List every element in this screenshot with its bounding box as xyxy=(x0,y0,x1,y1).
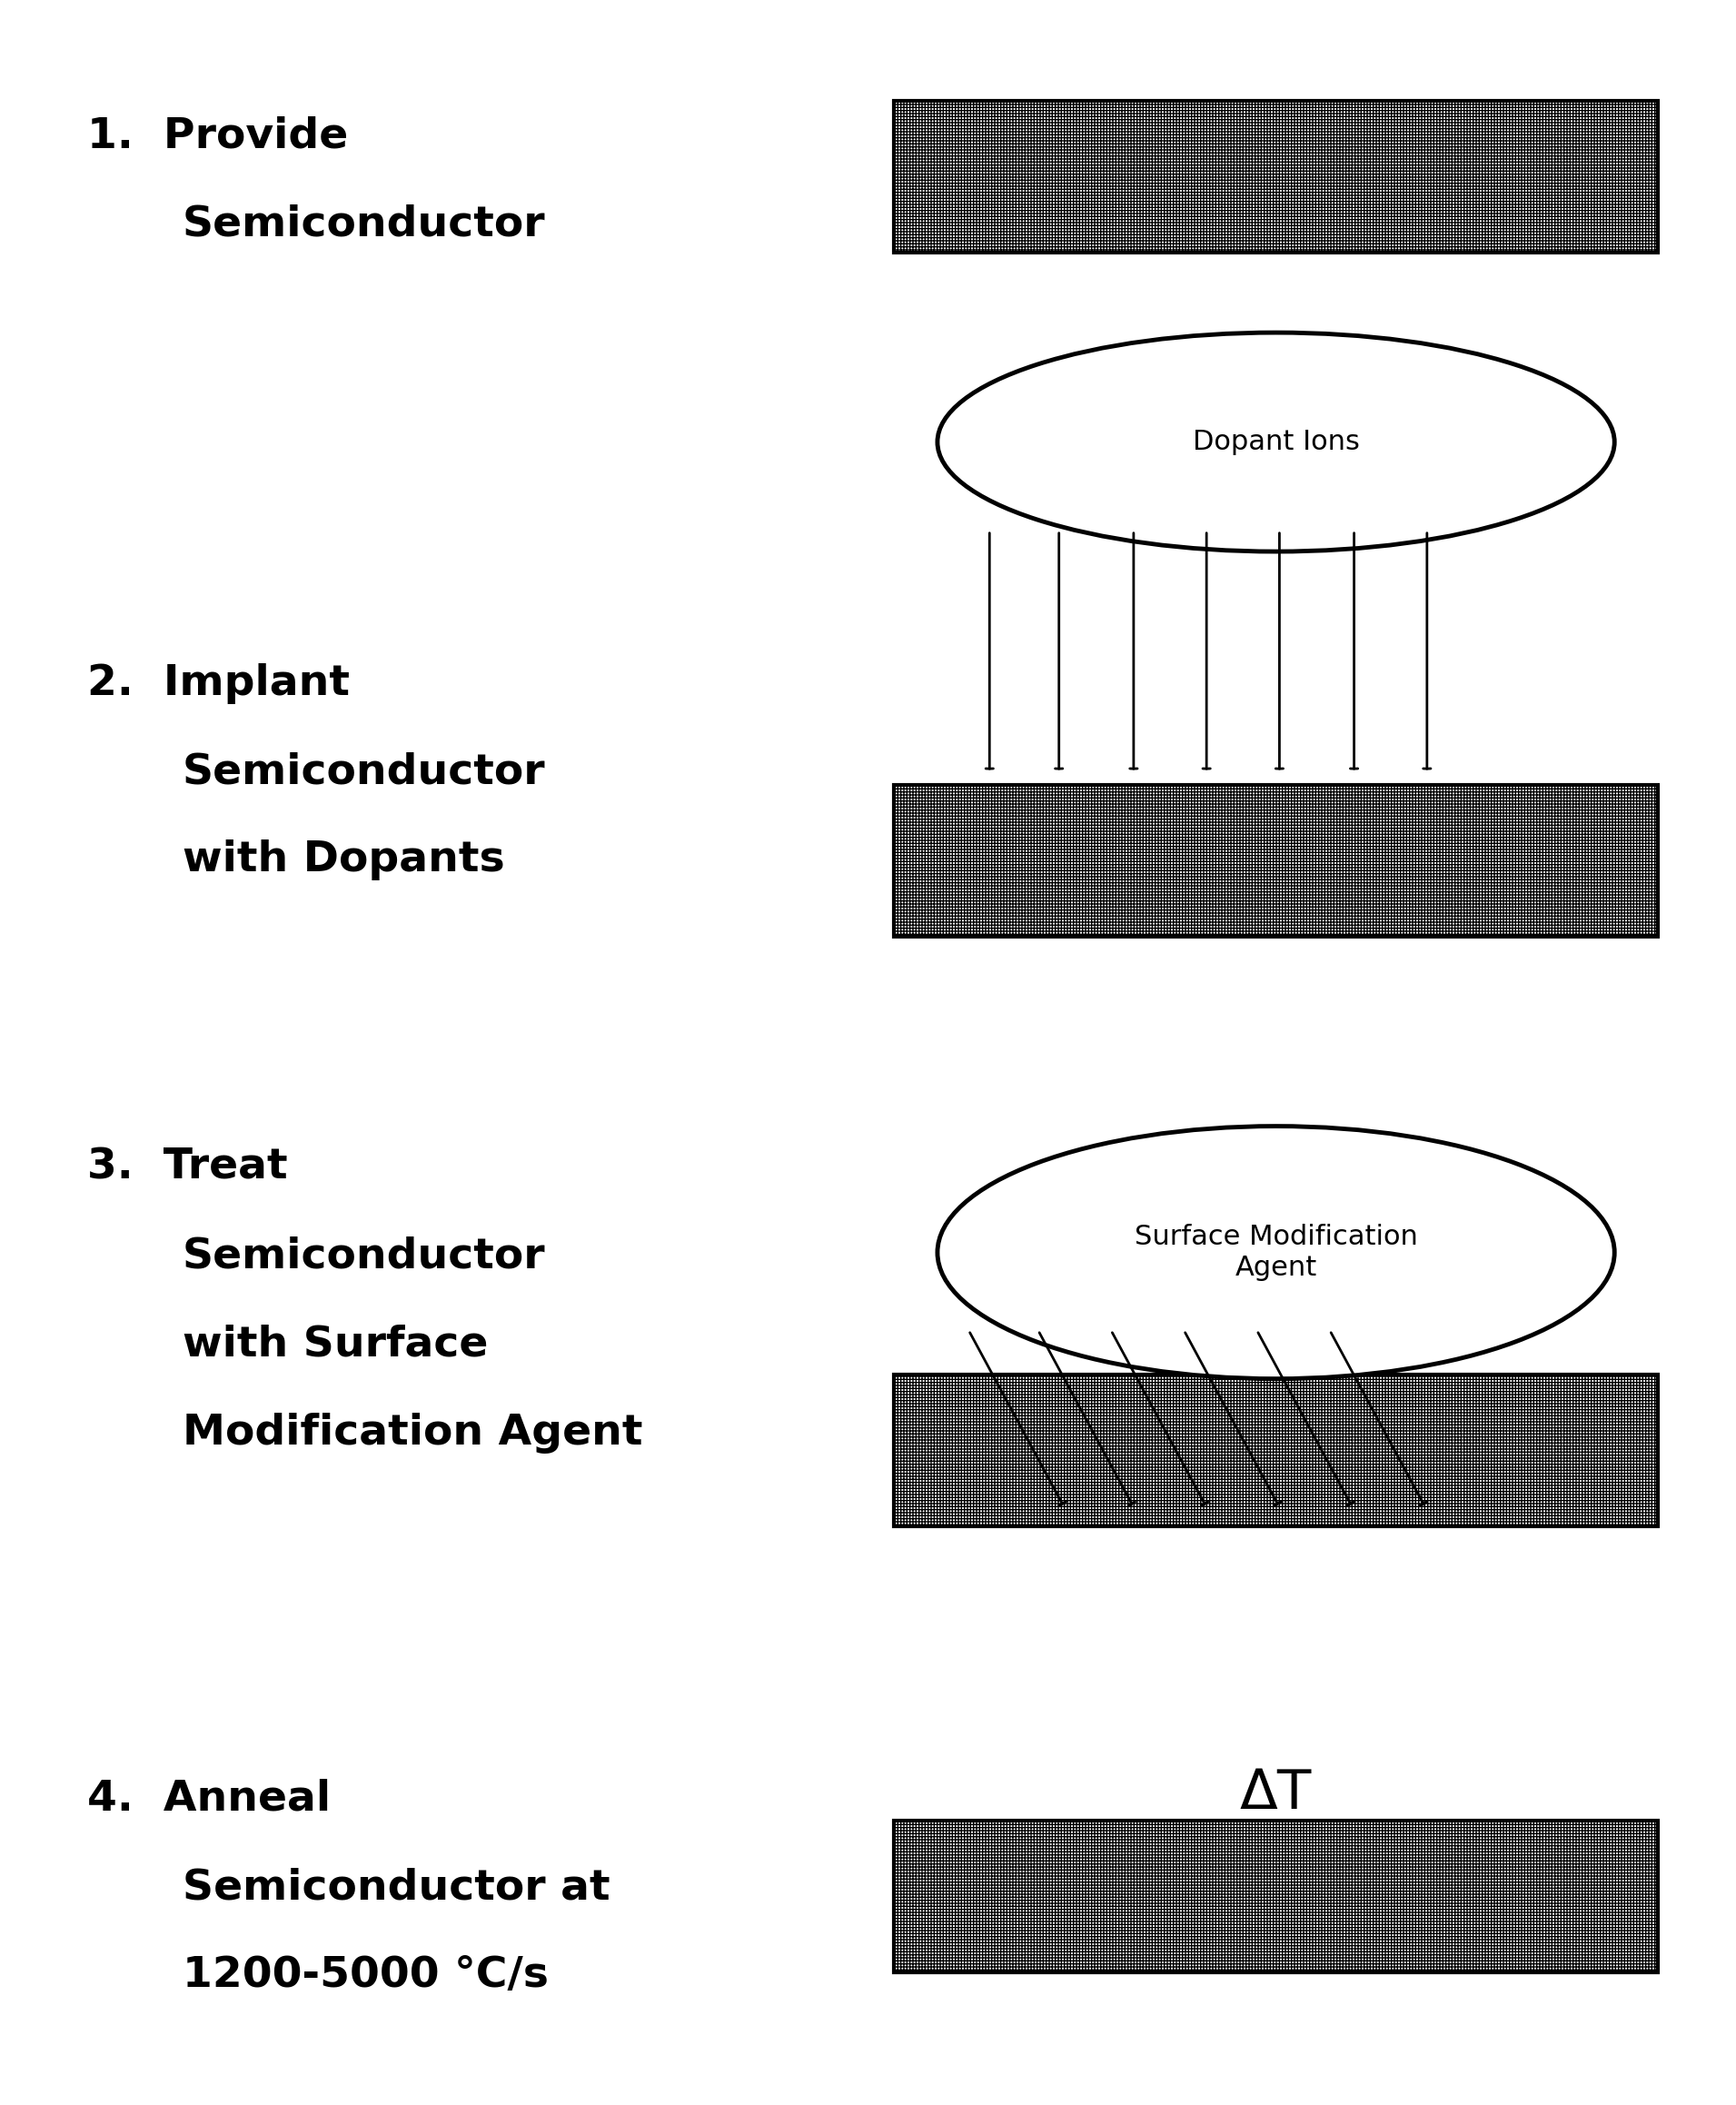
Bar xyxy=(894,785,1658,937)
Text: Semiconductor: Semiconductor xyxy=(182,1236,545,1276)
Text: 2.  Implant: 2. Implant xyxy=(87,663,349,703)
Text: with Dopants: with Dopants xyxy=(182,840,505,880)
Text: 4.  Anneal: 4. Anneal xyxy=(87,1779,330,1819)
Text: Dopant Ions: Dopant Ions xyxy=(1193,429,1359,455)
Text: Semiconductor: Semiconductor xyxy=(182,204,545,244)
Text: 1.  Provide: 1. Provide xyxy=(87,116,347,156)
Text: 3.  Treat: 3. Treat xyxy=(87,1147,286,1187)
Ellipse shape xyxy=(937,333,1614,552)
Text: 1200-5000 °C/s: 1200-5000 °C/s xyxy=(182,1956,549,1996)
Ellipse shape xyxy=(937,1126,1614,1379)
Text: Semiconductor: Semiconductor xyxy=(182,751,545,791)
Bar xyxy=(894,1821,1658,1972)
Text: with Surface: with Surface xyxy=(182,1324,488,1364)
Text: Semiconductor at: Semiconductor at xyxy=(182,1867,609,1907)
Bar xyxy=(894,1375,1658,1526)
Text: Modification Agent: Modification Agent xyxy=(182,1412,642,1452)
Bar xyxy=(894,785,1658,937)
Bar xyxy=(894,1375,1658,1526)
Text: Surface Modification
Agent: Surface Modification Agent xyxy=(1134,1223,1418,1282)
Bar xyxy=(894,1821,1658,1972)
Bar xyxy=(894,101,1658,253)
Bar xyxy=(894,101,1658,253)
Text: ΔT: ΔT xyxy=(1240,1766,1312,1821)
